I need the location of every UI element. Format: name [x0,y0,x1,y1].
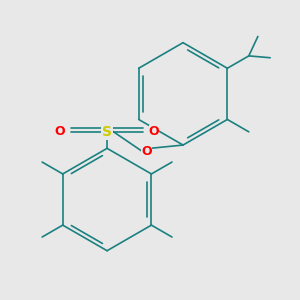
Text: O: O [141,145,152,158]
Text: O: O [149,125,159,138]
Text: S: S [102,125,112,139]
Text: O: O [55,125,65,138]
